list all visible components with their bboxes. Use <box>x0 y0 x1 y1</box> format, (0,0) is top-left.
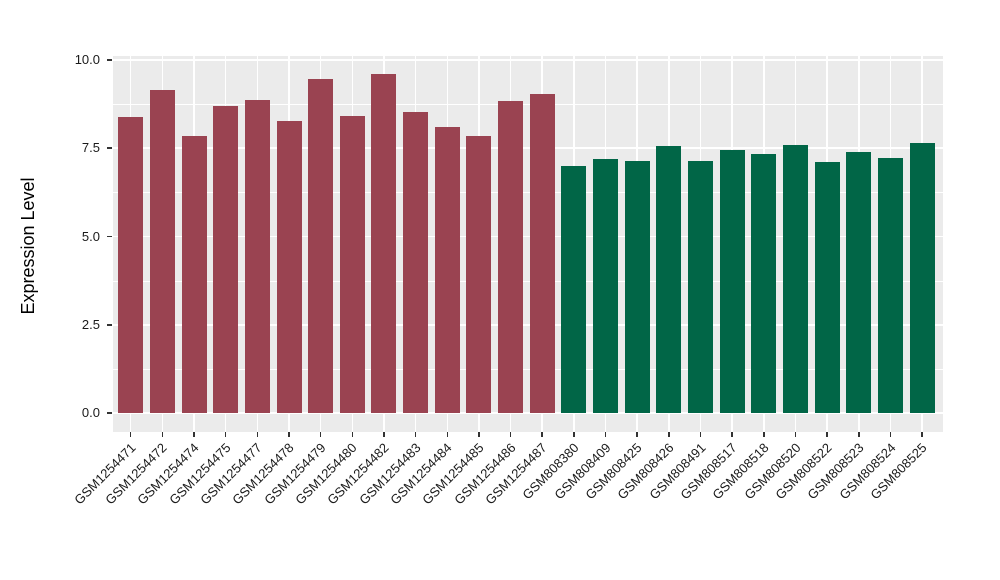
y-tick-label: 2.5 <box>81 316 100 332</box>
bar-GSM1254483 <box>403 112 429 413</box>
y-tick-mark <box>107 235 112 238</box>
y-tick-label: 0.0 <box>81 405 100 420</box>
plot-panel <box>113 56 943 432</box>
x-tick-mark <box>636 432 639 437</box>
x-tick-mark <box>446 432 449 437</box>
y-tick-mark <box>107 59 112 61</box>
minor-gridline <box>113 192 943 194</box>
bar-GSM1254474 <box>181 135 207 413</box>
bar-GSM1254487 <box>529 93 555 413</box>
x-tick-mark <box>668 432 670 437</box>
major-gridline <box>113 59 943 61</box>
x-tick-mark <box>478 432 480 437</box>
y-tick-label: 10.0 <box>74 52 100 67</box>
y-tick-mark <box>107 323 112 326</box>
bar-GSM1254486 <box>498 101 524 413</box>
bar-GSM808520 <box>783 145 809 413</box>
bar-GSM1254479 <box>308 79 334 413</box>
major-gridline <box>113 147 943 150</box>
x-tick-mark <box>858 432 860 437</box>
x-tick-mark <box>351 432 354 437</box>
x-tick-mark <box>224 432 227 437</box>
bar-GSM808523 <box>846 151 872 413</box>
bar-GSM808409 <box>593 159 619 413</box>
x-tick-mark <box>541 432 544 437</box>
bar-GSM808380 <box>561 165 587 413</box>
x-tick-mark <box>921 432 923 437</box>
bar-GSM808518 <box>751 153 777 413</box>
x-tick-mark <box>604 432 607 437</box>
bar-GSM808522 <box>814 161 840 413</box>
x-tick-mark <box>414 432 417 437</box>
x-tick-mark <box>383 432 385 437</box>
bar-GSM808426 <box>656 146 682 413</box>
bar-GSM1254485 <box>466 135 492 413</box>
bar-GSM808491 <box>688 160 714 413</box>
x-tick-mark <box>889 432 892 437</box>
y-tick-mark <box>107 147 112 150</box>
bar-GSM808524 <box>878 158 904 413</box>
major-gridline <box>113 235 943 238</box>
bar-GSM808525 <box>909 142 935 413</box>
major-gridline <box>113 412 943 414</box>
bar-GSM1254484 <box>434 127 460 413</box>
bar-GSM1254475 <box>213 106 239 413</box>
minor-gridline <box>113 368 943 370</box>
minor-gridline <box>113 104 943 105</box>
minor-gridline <box>113 280 943 282</box>
x-tick-mark <box>763 432 765 437</box>
bar-GSM1254472 <box>149 90 175 413</box>
bar-GSM808517 <box>719 150 745 413</box>
x-tick-mark <box>161 432 164 437</box>
x-tick-mark <box>288 432 290 437</box>
x-tick-mark <box>319 432 322 437</box>
bar-GSM1254471 <box>118 117 144 413</box>
bar-GSM1254482 <box>371 74 397 413</box>
x-tick-mark <box>256 432 259 437</box>
x-tick-mark <box>129 432 132 437</box>
bar-GSM1254480 <box>339 116 365 413</box>
x-tick-mark <box>794 432 797 437</box>
y-tick-label: 7.5 <box>81 140 100 156</box>
x-tick-mark <box>509 432 512 437</box>
bar-GSM1254477 <box>244 99 270 413</box>
x-tick-mark <box>699 432 702 437</box>
major-gridline <box>113 323 943 326</box>
y-tick-label: 5.0 <box>81 228 100 244</box>
x-tick-mark <box>573 432 575 437</box>
x-tick-mark <box>731 432 734 437</box>
bar-GSM808425 <box>624 160 650 413</box>
x-tick-mark <box>193 432 195 437</box>
x-tick-mark <box>826 432 828 437</box>
y-tick-mark <box>107 412 112 414</box>
bar-GSM1254478 <box>276 121 302 413</box>
